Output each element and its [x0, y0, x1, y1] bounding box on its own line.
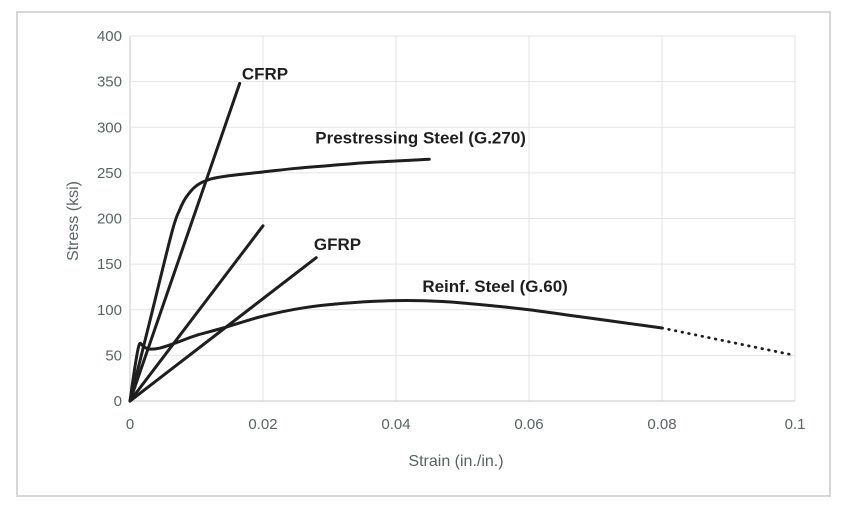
curve-label-gfrp: GFRP	[314, 235, 361, 254]
curve-label-cfrp: CFRP	[242, 64, 288, 83]
x-tick-label: 0.04	[381, 416, 410, 433]
figure-border	[16, 11, 831, 497]
x-tick-label: 0.08	[647, 416, 676, 433]
y-tick-label: 350	[97, 74, 122, 91]
x-tick-label: 0.1	[785, 416, 806, 433]
y-axis-title: Stress (ksi)	[65, 181, 82, 261]
curves	[128, 81, 797, 403]
y-tick-label: 300	[97, 119, 122, 136]
y-tick-label: 100	[97, 302, 122, 319]
x-axis-title: Strain (in./in.)	[408, 453, 503, 470]
y-tick-label: 50	[105, 347, 122, 364]
curve-labels: CFRP Prestressing Steel (G.270) GFRP Reinf.…	[242, 64, 568, 296]
curve-label-prestressing-steel-g-270: Prestressing Steel (G.270)	[315, 128, 526, 147]
tick-labels: 0 0.02 0.04 0.06 0.08 0.1 0 50 100 150 200 250 300 35…	[97, 28, 805, 433]
curve-unlabeled-straight-line	[128, 224, 265, 403]
y-tick-label: 250	[97, 165, 122, 182]
y-tick-label: 400	[97, 28, 122, 45]
curve-label-reinf-steel-g-60: Reinf. Steel (G.60)	[422, 277, 567, 296]
curve-reinf-steel-g-60	[128, 299, 664, 403]
y-tick-label: 0	[114, 393, 122, 410]
curve-prestressing-steel-g-270	[128, 157, 431, 403]
x-tick-label: 0.06	[514, 416, 543, 433]
gridlines	[129, 35, 796, 402]
y-tick-label: 150	[97, 256, 122, 273]
curve-reinf-steel-g-60-dotted-tail	[660, 326, 797, 357]
x-tick-label: 0.02	[248, 416, 277, 433]
curve-cfrp	[128, 81, 242, 403]
y-tick-label: 200	[97, 211, 122, 228]
x-tick-label: 0	[126, 416, 134, 433]
